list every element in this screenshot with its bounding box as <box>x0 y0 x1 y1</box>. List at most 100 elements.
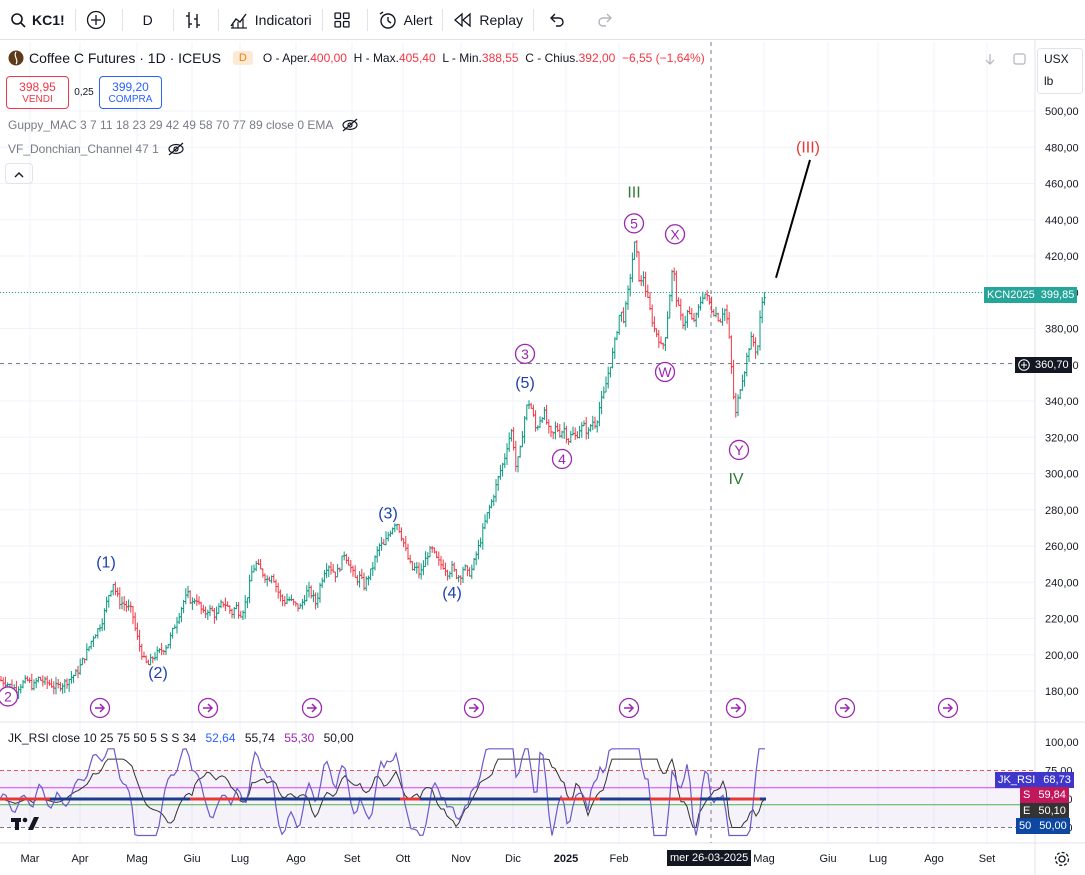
price-tick-label: 340,00 <box>1045 396 1079 408</box>
guppy-indicator-legend[interactable]: Guppy_MAC 3 7 11 18 23 29 42 49 58 70 77… <box>8 118 359 132</box>
settings-gear-icon[interactable] <box>1054 851 1070 867</box>
wave-label: W <box>658 364 672 380</box>
crosshair-price-label: 360,70 <box>1015 357 1072 373</box>
rsi-s-label: S 59,84 <box>1020 787 1069 803</box>
wave-circle <box>623 213 645 234</box>
interval-label: D <box>142 11 153 28</box>
rewind-icon <box>454 12 472 27</box>
delayed-badge: D <box>232 51 253 65</box>
time-tick-label: Lug <box>231 853 249 865</box>
plus-circle-icon[interactable] <box>1018 359 1030 371</box>
rsi-50-name: 50 <box>1019 820 1032 832</box>
alert-label: Alert <box>403 11 433 28</box>
wave-label: IV <box>728 471 743 488</box>
rsi-legend[interactable]: JK_RSI close 10 25 75 50 5 S S 34 52,64 … <box>8 731 354 745</box>
eye-hidden-icon[interactable] <box>167 142 185 156</box>
rsi-jk-name: JK_RSI <box>998 774 1036 786</box>
sell-price: 398,95 <box>19 80 56 94</box>
price-tick-label: 380,00 <box>1045 324 1079 336</box>
change-value: −6,55 (−1,64%) <box>621 51 705 65</box>
price-tick-label: 280,00 <box>1045 505 1079 517</box>
time-tick-label: Ago <box>286 853 306 865</box>
divider <box>121 8 123 31</box>
templates-button[interactable] <box>323 0 367 40</box>
rsi-line <box>0 748 765 837</box>
spread-value: 0,25 <box>74 87 94 98</box>
divider <box>217 8 219 31</box>
ohlc-values: O - Aper.400,00 H - Max.405,40 L - Min.3… <box>263 51 705 65</box>
wave-circle <box>551 448 573 470</box>
time-tick-label: Ott <box>396 853 411 865</box>
compare-button[interactable] <box>76 0 122 40</box>
crosshair-date: mer 26-03-2025 <box>670 852 749 864</box>
currency-label[interactable]: USX <box>1044 52 1069 66</box>
wave-label: 4 <box>558 451 566 467</box>
indicators-button[interactable]: Indicatori <box>219 0 322 40</box>
time-tick-label: Giu <box>819 853 836 865</box>
last-ticker: KCN2025 <box>987 289 1035 301</box>
divider <box>442 8 444 31</box>
time-tick-label: Mar <box>21 853 40 865</box>
event-arrow-icon <box>469 703 480 713</box>
top-toolbar: KC1! D Indicatori Alert Replay <box>0 0 1085 40</box>
rsi-value-2: 55,74 <box>244 731 275 745</box>
rsi-title: JK_RSI close 10 25 75 50 5 S S 34 <box>8 731 197 745</box>
symbol-label: KC1! <box>32 11 65 28</box>
price-tick-label: 260,00 <box>1045 541 1079 553</box>
bar-chart-type-icon <box>185 11 200 28</box>
price-tick-label: 200,00 <box>1045 650 1079 662</box>
price-tick-label: 300,00 <box>1045 469 1079 481</box>
interval-button[interactable]: D <box>123 0 173 40</box>
collapse-legend-button[interactable] <box>5 163 33 184</box>
alert-button[interactable]: Alert <box>368 0 443 40</box>
chevron-up-icon <box>14 171 24 177</box>
rsi-value-3: 55,30 <box>284 731 315 745</box>
wave-circle <box>514 343 536 365</box>
high-label: H - Max. <box>353 51 399 65</box>
buy-price: 399,20 <box>112 80 149 94</box>
rsi-jk-value: 68,73 <box>1043 774 1071 786</box>
divider <box>321 8 323 31</box>
currency-unit-selector[interactable]: USX lb <box>1037 48 1083 94</box>
symbol-search[interactable]: KC1! <box>0 0 75 40</box>
wave-circle <box>0 686 19 707</box>
wave-label: III <box>627 185 640 202</box>
price-tick-label: 320,00 <box>1045 432 1079 444</box>
legend-title: Coffee C Futures · 1D · ICEUS <box>29 50 221 66</box>
unit-label[interactable]: lb <box>1044 74 1054 88</box>
wave-label: (III) <box>796 139 820 156</box>
download-icon <box>985 54 995 65</box>
rsi-50-value: 50,00 <box>1039 820 1067 832</box>
price-tick-label: 220,00 <box>1045 614 1079 626</box>
close-value: 392,00 <box>578 51 616 65</box>
rsi-tick-label: 100,00 <box>1045 737 1079 749</box>
undo-icon <box>550 13 564 27</box>
wave-circle <box>728 439 750 461</box>
redo-button[interactable] <box>584 0 634 40</box>
wave-label: (1) <box>96 554 116 571</box>
last-price-label: KCN2025 399,85 <box>984 287 1078 303</box>
coffee-bean-icon <box>8 50 24 66</box>
divider <box>533 8 534 31</box>
projection-line <box>775 159 811 279</box>
eye-hidden-icon[interactable] <box>341 118 359 132</box>
buy-button[interactable]: 399,20 COMPRA <box>99 76 162 109</box>
event-arrow-icon <box>840 703 851 713</box>
rsi-jk-label: JK_RSI 68,73 <box>995 772 1074 788</box>
donchian-indicator-legend[interactable]: VF_Donchian_Channel 47 1 <box>8 142 185 156</box>
replay-button[interactable]: Replay <box>443 0 533 40</box>
sell-button[interactable]: 398,95 VENDI <box>6 76 69 109</box>
wave-label: 3 <box>521 346 529 362</box>
undo-button[interactable] <box>534 0 584 40</box>
buy-label: COMPRA <box>108 94 153 105</box>
price-tick-label: 480,00 <box>1045 142 1079 154</box>
trade-panel: 398,95 VENDI 0,25 399,20 COMPRA <box>6 76 162 109</box>
rsi-signal-line <box>0 757 766 828</box>
donchian-label: VF_Donchian_Channel 47 1 <box>8 142 159 156</box>
divider <box>366 8 368 31</box>
wave-label: X <box>670 226 680 242</box>
chart-type-button[interactable] <box>174 0 218 40</box>
rsi-e-name: E <box>1023 805 1031 817</box>
close-label: C - Chius. <box>525 51 579 65</box>
